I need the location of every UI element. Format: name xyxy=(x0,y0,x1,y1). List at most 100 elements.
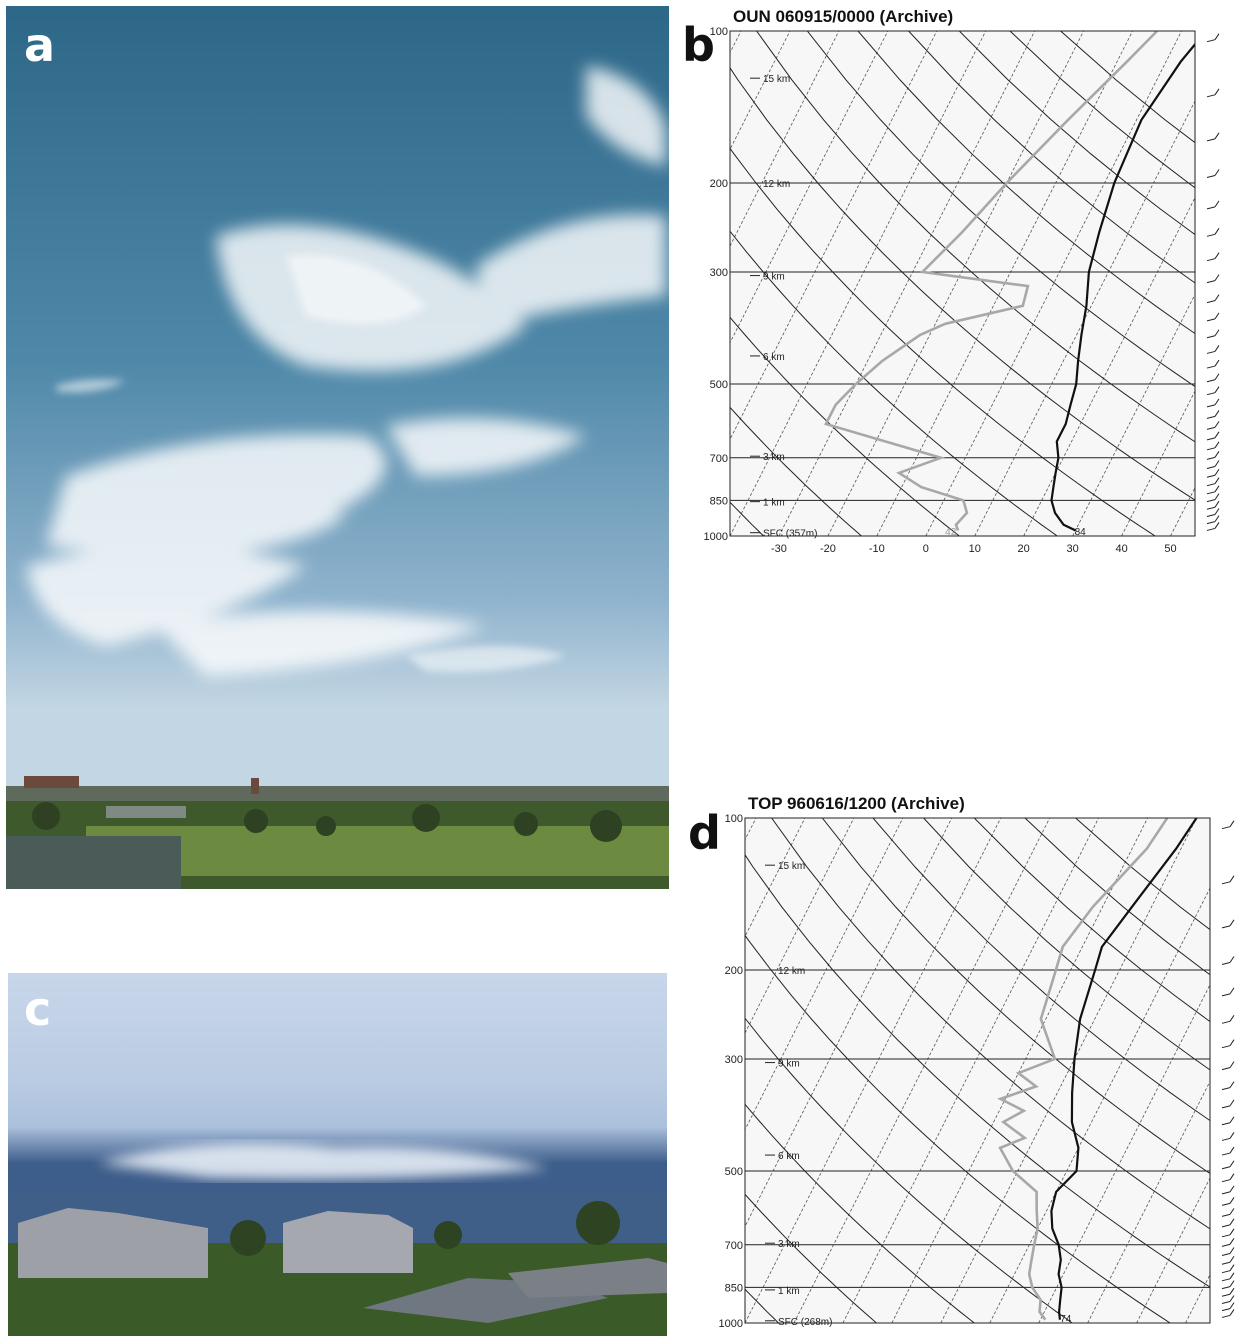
b-wind-barb-flag xyxy=(1214,33,1220,40)
b-wind-barb-flag xyxy=(1214,294,1220,301)
b-wind-barb xyxy=(1206,94,1216,98)
d-wind-barb-flag xyxy=(1229,1015,1235,1022)
b-wind-barb-flag xyxy=(1214,460,1220,467)
d-wind-barb-flag xyxy=(1229,1272,1235,1280)
d-height-label: SFC (268m) xyxy=(778,1317,832,1328)
b-isotherm xyxy=(730,31,840,247)
d-height-label: 3 km xyxy=(778,1239,800,1250)
d-wind-barb xyxy=(1221,961,1231,965)
b-wind-barb xyxy=(1206,447,1216,451)
d-wind-barb-flag xyxy=(1229,1295,1235,1302)
b-wind-barb xyxy=(1206,404,1216,408)
b-wind-barb-flag xyxy=(1214,500,1220,508)
d-dewpoint-line xyxy=(997,818,1169,1321)
b-wind-barb-flag xyxy=(1214,312,1220,320)
d-wind-barb-flag xyxy=(1229,1238,1235,1245)
b-wind-barb xyxy=(1206,318,1216,322)
d-dry-adiabat xyxy=(872,818,1210,1122)
d-isotherm xyxy=(842,818,1100,1323)
b-height-label: 6 km xyxy=(763,352,785,363)
b-wind-barb xyxy=(1206,506,1216,510)
b-wind-barb xyxy=(1206,39,1216,43)
b-isotherm xyxy=(827,31,1085,536)
d-wind-barb-flag xyxy=(1229,1173,1235,1180)
d-wind-barb-flag xyxy=(1229,1081,1235,1088)
b-wind-barb xyxy=(1206,521,1216,525)
b-wind-barb-flag xyxy=(1214,451,1220,458)
d-pressure-label: 200 xyxy=(725,965,743,977)
d-wind-barb-flag xyxy=(1229,987,1235,995)
d-height-label: 6 km xyxy=(778,1151,800,1162)
d-isotherm xyxy=(891,818,1148,1323)
b-height-label: SFC (357m) xyxy=(763,529,817,540)
b-plot-frame xyxy=(729,30,1196,537)
b-wind-barb-flag xyxy=(1214,274,1220,281)
b-height-label: 1 km xyxy=(763,498,785,509)
d-isotherm xyxy=(700,818,707,1323)
b-x-tick-label: -10 xyxy=(869,543,885,555)
d-dry-adiabat xyxy=(923,818,1210,1071)
b-x-tick-label: 10 xyxy=(969,543,981,555)
b-isotherm xyxy=(778,31,1036,536)
d-temperature-line xyxy=(1050,818,1198,1320)
d-wind-barb-flag xyxy=(1229,1185,1235,1193)
sounding-b-title: OUN 060915/0000 (Archive) xyxy=(733,7,954,26)
d-wind-barb-flag xyxy=(1229,1280,1235,1287)
d-isotherm xyxy=(940,818,1197,1323)
b-wind-barb xyxy=(1206,379,1216,383)
b-isotherm xyxy=(730,31,791,151)
d-wind-barb xyxy=(1221,1122,1231,1126)
b-wind-barb xyxy=(1206,206,1216,210)
d-wind-barb xyxy=(1221,1105,1231,1109)
b-wind-barb xyxy=(1206,499,1216,503)
b-surface-temp-label: 84 xyxy=(1075,527,1087,538)
d-isotherm xyxy=(745,818,953,1228)
b-pressure-label: 1000 xyxy=(704,531,728,543)
b-wind-barb xyxy=(1206,174,1216,178)
d-pressure-label: 500 xyxy=(725,1166,743,1178)
b-dry-adiabat xyxy=(857,31,1195,335)
b-dry-adiabat xyxy=(756,31,1195,443)
b-wind-barb xyxy=(1206,437,1216,441)
b-height-label: 9 km xyxy=(763,272,785,283)
d-wind-barb-flag xyxy=(1229,1302,1235,1309)
b-wind-barb-flag xyxy=(1214,329,1220,337)
b-wind-barb xyxy=(1206,335,1216,339)
photo-cirrus-sky xyxy=(6,6,669,889)
d-isotherm xyxy=(745,818,806,938)
d-plot-bg xyxy=(745,818,1210,1323)
b-dry-adiabat xyxy=(958,31,1195,236)
b-wind-barb-flag xyxy=(1214,468,1220,476)
panel-label-b: b xyxy=(682,18,715,72)
d-isotherm xyxy=(1234,818,1258,1323)
b-isotherm xyxy=(730,31,987,536)
d-wind-barb-flag xyxy=(1229,1287,1235,1295)
d-pressure-label: 1000 xyxy=(719,1318,743,1330)
d-wind-barb xyxy=(1221,1314,1231,1318)
b-x-tick-label: 40 xyxy=(1115,543,1127,555)
d-dry-adiabat xyxy=(771,818,1210,1230)
d-wind-barb xyxy=(1221,1020,1231,1024)
d-wind-barb xyxy=(1221,1202,1231,1206)
d-isotherm xyxy=(989,887,1210,1323)
d-pressure-label: 700 xyxy=(725,1240,743,1252)
d-wind-barb xyxy=(1221,1301,1231,1305)
d-wind-barb xyxy=(1221,1087,1231,1091)
b-wind-barb xyxy=(1206,280,1216,284)
b-pressure-label: 200 xyxy=(710,178,728,190)
b-wind-barb xyxy=(1206,426,1216,430)
d-pressure-label: 100 xyxy=(725,813,743,825)
b-wind-barb-flag xyxy=(1214,522,1220,529)
d-wind-barb-flag xyxy=(1229,1160,1235,1168)
d-plot-frame xyxy=(744,817,1211,1324)
d-wind-barb xyxy=(1221,1213,1231,1217)
d-wind-barb-flag xyxy=(1229,956,1235,963)
d-grid xyxy=(700,818,1258,1323)
b-wind-barb xyxy=(1206,491,1216,495)
b-pressure-label: 300 xyxy=(710,267,728,279)
b-wind-barb xyxy=(1206,465,1216,469)
b-plot-bg xyxy=(730,31,1195,536)
b-wind-barb xyxy=(1206,138,1216,142)
d-wind-barb xyxy=(1221,1166,1231,1170)
